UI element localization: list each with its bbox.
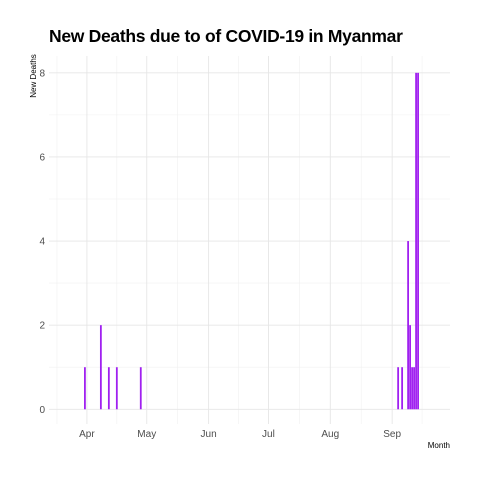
y-tick-label: 8 — [39, 68, 45, 79]
y-axis-title: New Deaths — [29, 54, 38, 98]
x-tick-label: Jul — [262, 429, 275, 440]
x-tick-label: Apr — [79, 429, 95, 440]
label-layer: 0 2 4 6 8 Apr May Jun Jul Aug Sep New Deaths Month — [29, 54, 450, 450]
bar — [407, 241, 410, 410]
bar — [411, 367, 413, 410]
x-tick-label: May — [137, 429, 156, 440]
chart-title: New Deaths due to of COVID-19 in Myanmar — [49, 26, 403, 46]
bar — [397, 367, 400, 410]
bar — [417, 72, 419, 410]
y-tick-label: 6 — [39, 152, 45, 163]
x-tick-label: Jun — [201, 429, 217, 440]
bar — [139, 367, 142, 410]
bar — [99, 325, 102, 410]
x-axis-title: Month — [428, 441, 450, 450]
bar — [409, 325, 411, 410]
bar — [84, 367, 86, 410]
bar-layer — [84, 72, 419, 410]
bar — [107, 367, 110, 410]
bar — [115, 367, 118, 410]
x-tick-label: Aug — [321, 429, 339, 440]
y-tick-label: 2 — [39, 321, 45, 332]
bar — [415, 72, 417, 410]
y-tick-label: 4 — [39, 237, 45, 248]
bar — [401, 367, 404, 410]
bar — [413, 367, 415, 410]
y-tick-label: 0 — [39, 405, 45, 416]
x-tick-label: Sep — [383, 429, 401, 440]
grid-layer — [49, 56, 450, 424]
